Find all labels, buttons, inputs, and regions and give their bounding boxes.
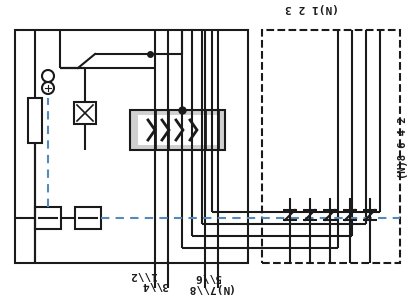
- Bar: [74, 102, 96, 124]
- Text: (N)1 2 3: (N)1 2 3: [284, 3, 338, 13]
- Bar: [261, 30, 399, 263]
- Bar: [35, 207, 61, 229]
- Text: 1\\2: 1\\2: [129, 270, 156, 280]
- Bar: [130, 110, 224, 150]
- Text: (N)7\\8: (N)7\\8: [184, 283, 231, 293]
- Bar: [138, 115, 216, 145]
- Text: (N)8 6 4 2: (N)8 6 4 2: [397, 117, 407, 179]
- Bar: [15, 30, 247, 263]
- Text: 3\\4: 3\\4: [141, 280, 168, 290]
- Text: 5\\6: 5\\6: [194, 272, 221, 282]
- Bar: [75, 207, 101, 229]
- Bar: [28, 98, 42, 143]
